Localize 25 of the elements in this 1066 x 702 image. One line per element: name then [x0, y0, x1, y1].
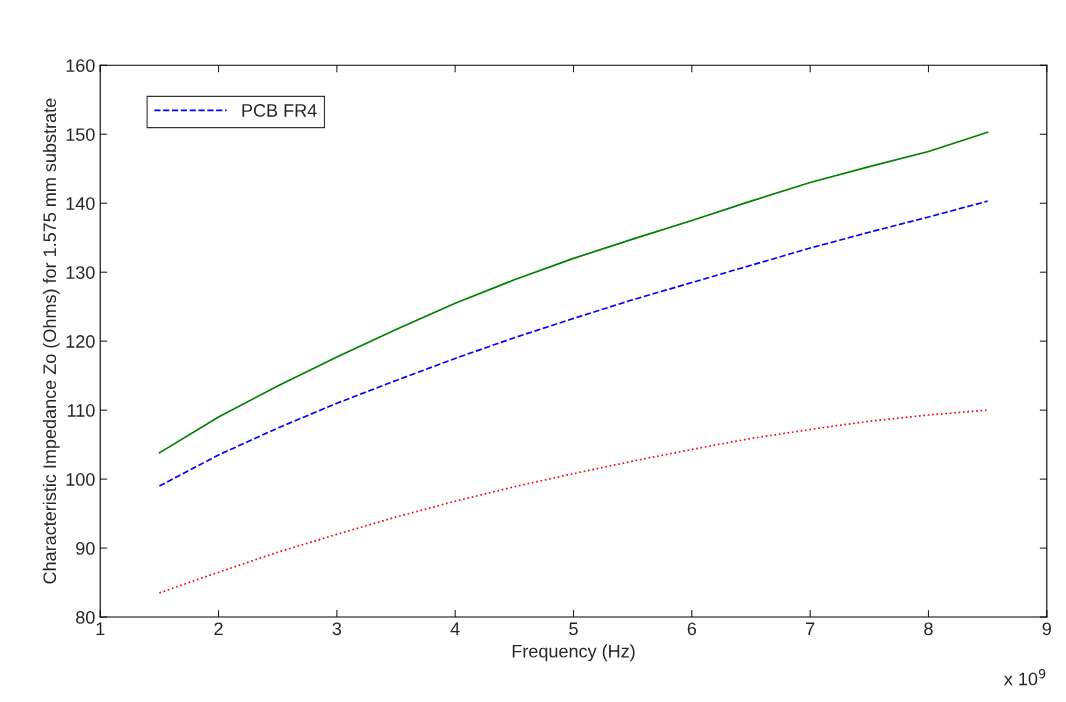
y-tick-label: 80: [76, 610, 95, 624]
y-tick-label: 90: [76, 542, 95, 555]
y-tick-label: 150: [66, 128, 95, 141]
y-tick-label: 160: [66, 59, 95, 73]
x-tick-label: 2: [214, 622, 223, 635]
line-series: [158, 131, 989, 454]
y-tick-label: 130: [66, 266, 95, 279]
x-tick-label: 5: [569, 622, 578, 636]
y-tick-label: 120: [66, 335, 95, 348]
x-tick-label: 1: [96, 622, 105, 635]
y-axis-title: Characteristic Impedance Zo (Ohms) for 1.575 mm substrate: [42, 98, 60, 584]
x-tick-label: 4: [450, 622, 460, 635]
line-series: [158, 409, 989, 594]
x-tick-label: 3: [332, 622, 342, 636]
y-tick-label: 100: [66, 473, 95, 486]
y-tick-label: 110: [67, 404, 95, 417]
line-series: [158, 200, 989, 487]
text: x 10$^{9}$: [1004, 668, 1046, 686]
legend-label: PCB FR4: [242, 104, 317, 117]
x-tick-label: 9: [1042, 622, 1051, 636]
x-tick-label: 8: [924, 622, 933, 636]
x-tick-label: 6: [687, 622, 697, 636]
x-tick-label: 7: [806, 622, 815, 635]
y-tick-label: 140: [66, 197, 95, 210]
x-axis-title: Frequency (Hz): [512, 644, 635, 662]
